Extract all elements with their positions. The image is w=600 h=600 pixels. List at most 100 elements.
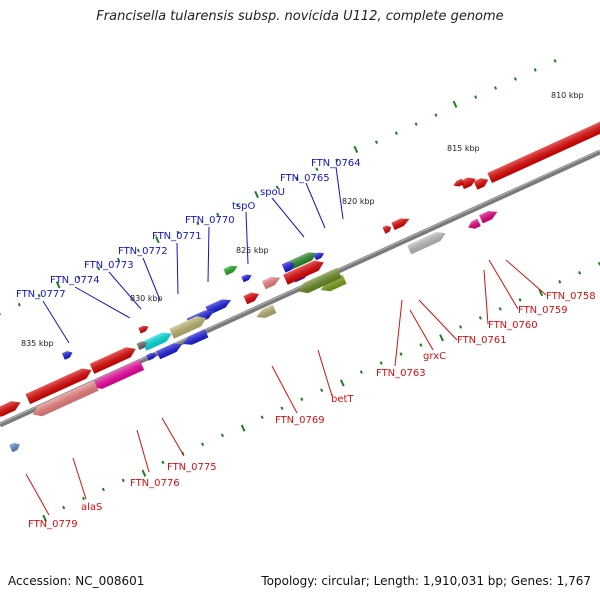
gene-feature xyxy=(320,274,347,292)
scale-label-810kbp: 810 kbp xyxy=(551,91,584,100)
scale-tick-minor xyxy=(518,298,522,302)
gene-label-grxc: grxC xyxy=(423,351,446,362)
gene-feature-shade xyxy=(156,343,182,360)
gene-feature xyxy=(298,267,342,294)
gene-feature-shade xyxy=(243,292,259,305)
scale-tick-major xyxy=(538,289,544,297)
scale-tick-minor xyxy=(275,185,279,190)
gene-feature xyxy=(142,332,172,351)
gene-feature xyxy=(407,232,446,255)
gene-label-ftn-0773: FTN_0773 xyxy=(84,260,134,271)
scale-tick-minor xyxy=(533,68,537,72)
label-leader-line xyxy=(72,457,87,500)
label-leader-line xyxy=(25,473,50,516)
gene-feature xyxy=(468,218,481,229)
scale-tick-minor xyxy=(121,478,125,483)
gene-feature-shade xyxy=(142,332,172,351)
gene-feature-shade xyxy=(146,352,157,361)
gene-feature xyxy=(281,261,295,273)
gene-feature-shade xyxy=(298,267,342,294)
scale-tick-minor xyxy=(196,221,200,226)
scale-tick-minor xyxy=(513,77,517,81)
scale-tick-major xyxy=(452,100,458,108)
topology-text: Topology: circular; Length: 1,910,031 bp… xyxy=(261,574,591,588)
gene-feature-shade xyxy=(283,260,324,285)
label-leader-line xyxy=(271,365,298,414)
gene-feature-shade xyxy=(468,218,481,229)
gene-feature-shade xyxy=(92,359,145,389)
gene-feature xyxy=(460,177,476,190)
gene-label-ftn-0775: FTN_0775 xyxy=(167,462,217,473)
gene-feature-shade xyxy=(61,351,73,360)
gene-feature xyxy=(479,211,498,224)
gene-feature-shade xyxy=(313,252,325,261)
gene-feature-shade xyxy=(288,252,318,270)
gene-feature xyxy=(382,225,392,234)
gene-label-ftn-0759: FTN_0759 xyxy=(518,305,568,316)
scale-tick-minor xyxy=(295,176,299,181)
scale-tick-minor xyxy=(101,487,105,492)
scale-tick-major xyxy=(55,281,61,289)
scale-tick-minor xyxy=(97,266,101,271)
scale-label-825kbp: 825 kbp xyxy=(236,246,269,255)
scale-tick-minor xyxy=(220,433,224,438)
gene-feature-shade xyxy=(182,329,209,345)
gene-feature-shade xyxy=(25,368,92,405)
gene-label-bett: betT xyxy=(331,394,354,405)
scale-tick-minor xyxy=(379,361,383,365)
gene-feature-shade xyxy=(473,178,489,190)
gene-feature-shade xyxy=(89,347,136,374)
scale-tick-minor xyxy=(414,122,418,126)
scale-tick-major xyxy=(353,145,359,153)
scale-tick-minor xyxy=(280,406,284,410)
gene-feature xyxy=(283,260,324,285)
scale-tick-minor xyxy=(216,212,220,217)
gene-feature-shade xyxy=(382,225,392,234)
label-leader-line xyxy=(136,429,150,473)
scale-tick-minor xyxy=(116,257,121,262)
scale-tick-minor xyxy=(399,352,403,356)
accession-text: Accession: NC_008601 xyxy=(8,574,145,588)
scale-tick-minor xyxy=(300,397,304,401)
gene-feature xyxy=(313,252,325,261)
label-leader-line xyxy=(74,286,131,319)
scale-tick-major xyxy=(155,236,160,244)
gene-labels: FTN_0764 FTN_0765 spoU tspO FTN_0770 FTN… xyxy=(16,91,596,530)
gene-feature xyxy=(32,380,99,417)
scale-tick-minor xyxy=(459,325,463,329)
gene-feature xyxy=(138,325,149,334)
gene-feature xyxy=(9,442,20,453)
gene-feature xyxy=(0,401,21,417)
gene-feature xyxy=(182,329,209,345)
scale-tick-major xyxy=(42,514,48,522)
gene-label-ftn-0779: FTN_0779 xyxy=(28,519,78,530)
gene-feature-shade xyxy=(223,265,238,276)
label-leader-line xyxy=(505,259,547,296)
gene-feature xyxy=(223,265,238,276)
label-leader-line xyxy=(305,182,326,229)
gene-label-ftn-0772: FTN_0772 xyxy=(118,246,168,257)
scale-tick-minor xyxy=(558,280,562,284)
gene-feature xyxy=(261,276,281,290)
scale-tick-minor xyxy=(236,203,240,208)
label-leader-line xyxy=(161,417,185,457)
gene-feature-shade xyxy=(487,118,600,184)
gene-feature-shade xyxy=(281,261,295,273)
gene-feature xyxy=(61,351,73,360)
scale-tick-minor xyxy=(82,496,86,501)
scale-tick-minor xyxy=(478,316,482,320)
scale-tick-minor xyxy=(17,302,21,307)
gene-label-tspo: tspO xyxy=(232,201,255,212)
gene-feature xyxy=(453,178,464,187)
gene-label-ftn-0771: FTN_0771 xyxy=(152,231,202,242)
gene-feature-shade xyxy=(453,178,464,187)
map-title: Francisella tularensis subsp. novicida U… xyxy=(96,9,504,24)
scale-tick-minor xyxy=(77,275,81,280)
scale-tick-minor xyxy=(553,59,557,63)
gene-feature-shade xyxy=(256,304,277,318)
label-leader-line xyxy=(394,299,403,367)
label-leader-line xyxy=(488,259,519,310)
gene-label-ftn-0774: FTN_0774 xyxy=(50,275,100,286)
label-leader-line xyxy=(142,257,161,301)
